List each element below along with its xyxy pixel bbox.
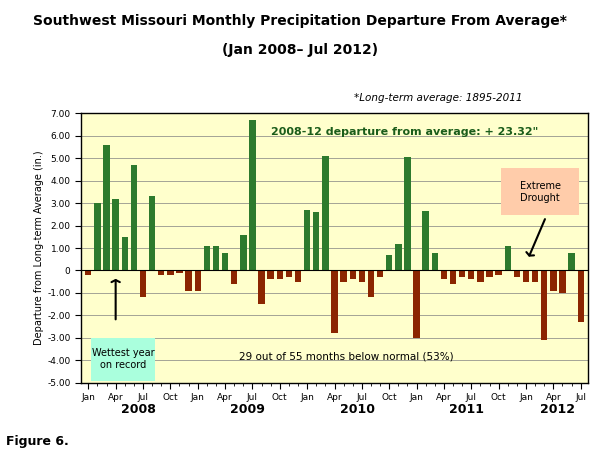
Bar — [404, 157, 410, 270]
Text: 2012: 2012 — [541, 403, 575, 416]
Bar — [322, 156, 329, 270]
Bar — [523, 270, 529, 282]
Text: Wettest year
on record: Wettest year on record — [92, 348, 154, 370]
Bar — [222, 252, 228, 270]
Bar — [359, 270, 365, 282]
Bar — [386, 255, 392, 270]
Bar — [505, 246, 511, 270]
Bar — [368, 270, 374, 298]
FancyBboxPatch shape — [91, 338, 155, 381]
Bar — [94, 203, 101, 270]
Bar — [340, 270, 347, 282]
Bar — [459, 270, 466, 277]
Text: (Jan 2008– Jul 2012): (Jan 2008– Jul 2012) — [222, 43, 378, 57]
Bar — [541, 270, 547, 340]
Bar — [304, 210, 310, 270]
Bar — [112, 198, 119, 270]
Bar — [185, 270, 192, 291]
Text: 2009: 2009 — [230, 403, 265, 416]
Bar — [176, 270, 182, 273]
Text: 2008: 2008 — [121, 403, 156, 416]
Bar — [194, 270, 201, 291]
Bar — [441, 270, 447, 280]
Bar — [240, 235, 247, 270]
Bar — [140, 270, 146, 298]
Bar — [85, 270, 91, 275]
Bar — [103, 145, 110, 270]
Bar — [431, 252, 438, 270]
Bar — [395, 244, 401, 270]
Bar — [496, 270, 502, 275]
Y-axis label: Departure from Long-term Average (in.): Departure from Long-term Average (in.) — [34, 151, 44, 345]
Bar — [568, 252, 575, 270]
Bar — [259, 270, 265, 304]
Bar — [268, 270, 274, 280]
Bar — [122, 237, 128, 270]
Bar — [578, 270, 584, 322]
Bar — [313, 212, 319, 270]
Bar — [231, 270, 238, 284]
Bar — [277, 270, 283, 280]
FancyBboxPatch shape — [502, 168, 579, 216]
Bar — [295, 270, 301, 282]
Bar — [131, 165, 137, 270]
Bar — [350, 270, 356, 280]
Text: Figure 6.: Figure 6. — [6, 435, 69, 448]
Text: *Long-term average: 1895-2011: *Long-term average: 1895-2011 — [354, 93, 522, 103]
Bar — [468, 270, 475, 280]
Bar — [487, 270, 493, 277]
Bar — [249, 120, 256, 270]
Bar — [422, 211, 429, 270]
Text: 2011: 2011 — [449, 403, 484, 416]
Bar — [550, 270, 557, 291]
Bar — [477, 270, 484, 282]
Bar — [213, 246, 219, 270]
Text: 29 out of 55 months below normal (53%): 29 out of 55 months below normal (53%) — [239, 352, 454, 361]
Bar — [286, 270, 292, 277]
Bar — [158, 270, 164, 275]
Bar — [450, 270, 456, 284]
Bar — [167, 270, 173, 275]
Bar — [149, 196, 155, 270]
Text: Extreme
Drought: Extreme Drought — [520, 181, 560, 202]
Bar — [377, 270, 383, 277]
Bar — [331, 270, 338, 333]
Bar — [413, 270, 420, 338]
Bar — [514, 270, 520, 277]
Text: 2010: 2010 — [340, 403, 375, 416]
Bar — [203, 246, 210, 270]
Text: 2008-12 departure from average: + 23.32": 2008-12 departure from average: + 23.32" — [271, 127, 538, 137]
Bar — [559, 270, 566, 293]
Text: Southwest Missouri Monthly Precipitation Departure From Average*: Southwest Missouri Monthly Precipitation… — [33, 14, 567, 28]
Bar — [532, 270, 538, 282]
